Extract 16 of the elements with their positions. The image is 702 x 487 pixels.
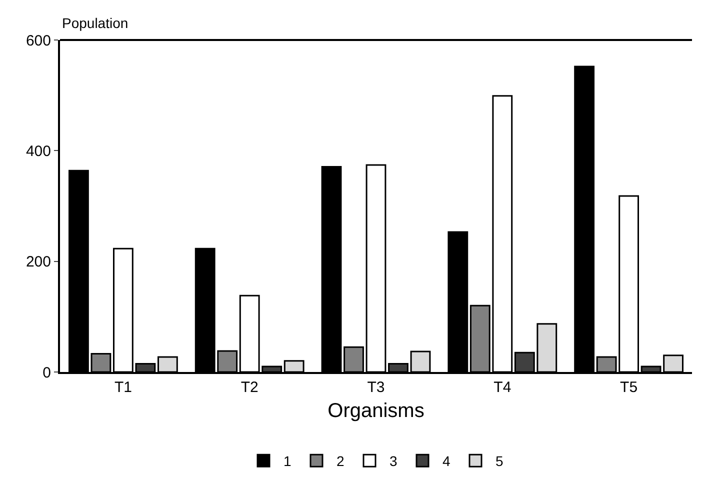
x-tick-label: T1	[114, 379, 132, 396]
y-tick-label: 600	[26, 32, 51, 50]
legend-label: 5	[496, 453, 504, 470]
legend-label: 3	[390, 453, 398, 470]
x-tick-label: T5	[620, 379, 638, 396]
y-tick-label: 400	[26, 142, 51, 160]
y-tick-label: 200	[26, 254, 51, 271]
x-tick-label: T2	[240, 379, 258, 396]
legend-label: 1	[284, 453, 292, 470]
legend-label: 2	[336, 453, 344, 470]
x-tick-label: T3	[367, 379, 385, 396]
y-tick-label: 0	[42, 364, 51, 382]
x-tick-label: T4	[494, 379, 512, 396]
y-axis-title: Population	[62, 15, 128, 31]
x-axis-title: Organisms	[328, 400, 424, 422]
legend-label: 4	[442, 453, 450, 470]
